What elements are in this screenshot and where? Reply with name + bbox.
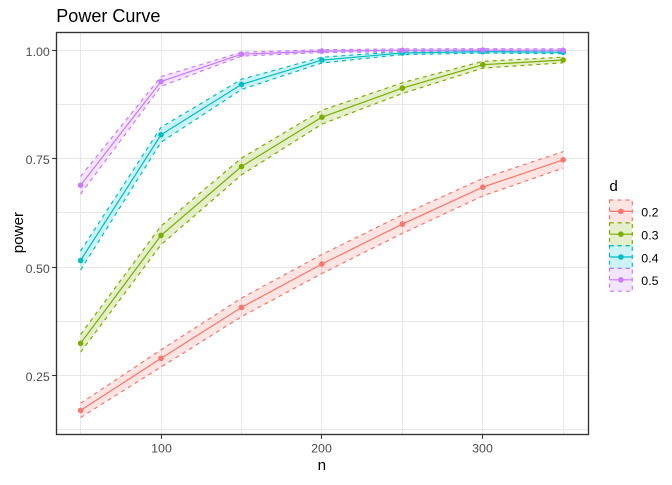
svg-text:1.00: 1.00 <box>26 45 50 59</box>
svg-text:0.25: 0.25 <box>26 370 50 384</box>
svg-text:0.3: 0.3 <box>641 229 658 243</box>
svg-text:0.2: 0.2 <box>641 206 658 220</box>
svg-text:0.75: 0.75 <box>26 153 50 167</box>
svg-text:power: power <box>10 212 27 253</box>
svg-text:200: 200 <box>311 442 332 456</box>
svg-text:d: d <box>609 178 617 195</box>
svg-text:100: 100 <box>151 442 172 456</box>
svg-text:0.5: 0.5 <box>641 274 658 288</box>
svg-text:n: n <box>318 457 326 474</box>
svg-text:0.50: 0.50 <box>26 262 50 276</box>
svg-text:300: 300 <box>472 442 493 456</box>
svg-text:0.4: 0.4 <box>641 251 658 265</box>
svg-text:Power Curve: Power Curve <box>56 6 160 26</box>
